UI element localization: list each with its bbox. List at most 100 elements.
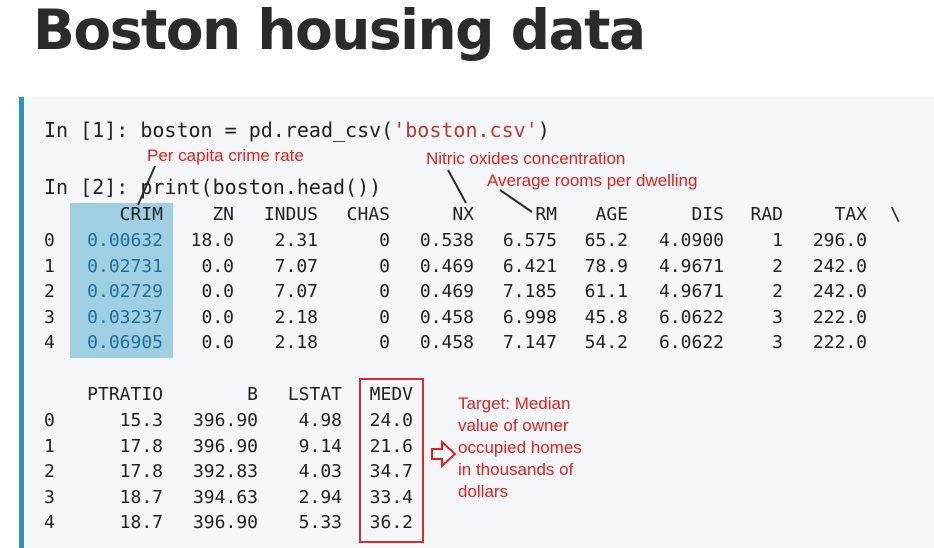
table-cell: 2.31 <box>274 230 318 251</box>
crim-column-highlight <box>70 203 173 358</box>
cell-2-code: print(boston.head()) <box>140 175 382 199</box>
table-cell: 6.575 <box>502 230 557 251</box>
table-cell: 1 <box>772 230 783 251</box>
table-cell: 21.6 <box>369 435 413 457</box>
table-cell: 4.98 <box>298 410 342 431</box>
column-header: INDUS <box>263 204 318 225</box>
table-cell: 18.7 <box>119 512 163 534</box>
table-cell: 222.0 <box>812 306 867 328</box>
row-index: 0 <box>44 410 55 431</box>
table-cell: 15.3 <box>119 410 163 431</box>
code-cell-1[interactable]: In [1]: boston = pd.read_csv('boston.csv… <box>44 118 550 142</box>
table-cell: 0 <box>379 281 390 303</box>
table-cell: 0.02729 <box>87 281 163 303</box>
table-cell: 7.07 <box>274 281 318 303</box>
table-cell: 6.421 <box>502 255 557 277</box>
target-line: Target: Median <box>458 394 571 413</box>
row-index: 1 <box>44 435 55 457</box>
cell-1-prompt: In [1]: <box>44 118 129 142</box>
cell-1-code: boston = pd.read_csv( <box>140 118 394 142</box>
table-cell: 0.0 <box>201 255 234 277</box>
page-title: Boston housing data <box>33 0 646 62</box>
cell-indicator-bar <box>19 97 24 548</box>
table-cell: 6.998 <box>502 306 557 328</box>
table-cell: 392.83 <box>192 461 258 483</box>
table-cell: 6.0622 <box>658 306 724 328</box>
annotation-crim: Per capita crime rate <box>147 146 304 165</box>
column-header: CHAS <box>346 204 390 225</box>
table-cell: 0.458 <box>419 332 474 354</box>
table-cell: 36.2 <box>369 512 413 534</box>
annotation-target: Target: Median value of owner occupied h… <box>458 393 628 503</box>
table-cell: 2.94 <box>298 486 342 508</box>
table-cell: 18.0 <box>190 230 234 251</box>
table-cell: 222.0 <box>812 332 867 354</box>
row-index: 1 <box>44 255 55 277</box>
table-cell: 0.02731 <box>87 255 163 277</box>
table-cell: 0.469 <box>419 255 474 277</box>
target-line: occupied homes <box>458 438 582 457</box>
table-cell: 61.1 <box>584 281 628 303</box>
column-header: CRIM <box>119 204 163 225</box>
table-cell: 0 <box>379 255 390 277</box>
row-index: 4 <box>44 512 55 534</box>
table-cell: 7.147 <box>502 332 557 354</box>
line-continuation: \ <box>890 204 901 225</box>
column-header: RM <box>535 204 557 225</box>
column-header: B <box>247 384 258 405</box>
table-cell: 396.90 <box>192 512 258 534</box>
table-cell: 0.03237 <box>87 306 163 328</box>
table-cell: 0.458 <box>419 306 474 328</box>
table-cell: 0 <box>379 230 390 251</box>
row-index: 4 <box>44 332 55 354</box>
column-header: RAD <box>750 204 783 225</box>
table-cell: 0.0 <box>201 306 234 328</box>
table-cell: 296.0 <box>812 230 867 251</box>
table-cell: 78.9 <box>584 255 628 277</box>
table-cell: 2.18 <box>274 332 318 354</box>
table-cell: 242.0 <box>812 281 867 303</box>
table-cell: 396.90 <box>192 435 258 457</box>
column-header: MEDV <box>369 384 413 405</box>
table-cell: 54.2 <box>584 332 628 354</box>
column-header: ZN <box>212 204 234 225</box>
table-cell: 17.8 <box>119 435 163 457</box>
target-line: dollars <box>458 482 509 501</box>
table-cell: 0.538 <box>419 230 474 251</box>
table-cell: 2.18 <box>274 306 318 328</box>
column-header: NX <box>452 204 474 225</box>
table-cell: 0.0 <box>201 281 234 303</box>
table-cell: 394.63 <box>192 486 258 508</box>
table-cell: 3 <box>772 332 783 354</box>
table-cell: 45.8 <box>584 306 628 328</box>
target-line: in thousands of <box>458 460 574 479</box>
table-cell: 3 <box>772 306 783 328</box>
table-cell: 17.8 <box>119 461 163 483</box>
table-cell: 0.0 <box>201 332 234 354</box>
table-cell: 2 <box>772 281 783 303</box>
table-cell: 0.06905 <box>87 332 163 354</box>
table-cell: 7.07 <box>274 255 318 277</box>
table-cell: 0.469 <box>419 281 474 303</box>
table-cell: 4.9671 <box>658 281 724 303</box>
column-header: TAX <box>834 204 867 225</box>
table-cell: 6.0622 <box>658 332 724 354</box>
table-cell: 65.2 <box>584 230 628 251</box>
cell-2-prompt: In [2]: <box>44 175 129 199</box>
table-cell: 0.00632 <box>87 230 163 251</box>
table-cell: 4.03 <box>298 461 342 483</box>
table-cell: 24.0 <box>369 410 413 431</box>
table-cell: 396.90 <box>192 410 258 431</box>
cell-1-string: 'boston.csv' <box>393 118 538 142</box>
table-cell: 4.0900 <box>658 230 724 251</box>
table-cell: 18.7 <box>119 486 163 508</box>
table-cell: 242.0 <box>812 255 867 277</box>
row-index: 2 <box>44 461 55 483</box>
medv-column-box <box>359 378 424 543</box>
code-cell-2[interactable]: In [2]: print(boston.head()) <box>44 175 381 199</box>
annotation-nx: Nitric oxides concentration <box>426 149 626 168</box>
column-header: DIS <box>691 204 724 225</box>
table-cell: 33.4 <box>369 486 413 508</box>
column-header: PTRATIO <box>87 384 163 405</box>
row-index: 3 <box>44 486 55 508</box>
